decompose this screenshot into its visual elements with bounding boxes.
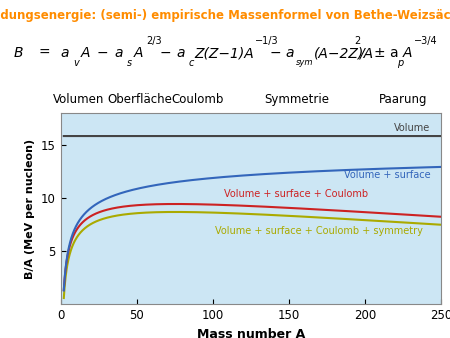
Text: Volumen: Volumen	[53, 93, 104, 106]
Text: Z(Z−1)A: Z(Z−1)A	[194, 46, 254, 60]
Text: p: p	[397, 58, 403, 68]
Text: a: a	[115, 46, 123, 60]
Text: −1/3: −1/3	[255, 36, 278, 46]
Text: Volume + surface + Coulomb: Volume + surface + Coulomb	[225, 189, 369, 199]
Text: (A−2Z): (A−2Z)	[314, 46, 364, 60]
Text: Symmetrie: Symmetrie	[265, 93, 329, 106]
Text: Coulomb: Coulomb	[172, 93, 224, 106]
Text: Volume + surface: Volume + surface	[344, 170, 430, 180]
Text: −: −	[97, 46, 108, 60]
Text: B: B	[14, 46, 23, 60]
Text: Bindungsenergie: (semi-) empirische Massenformel von Bethe-Weizsäcker: Bindungsenergie: (semi-) empirische Mass…	[0, 9, 450, 22]
Text: a: a	[286, 46, 294, 60]
Text: −3/4: −3/4	[414, 36, 437, 46]
Text: 2/3: 2/3	[146, 36, 162, 46]
Text: Volume: Volume	[394, 123, 430, 134]
Text: Paarung: Paarung	[378, 93, 427, 106]
Text: −: −	[160, 46, 171, 60]
Text: 2: 2	[355, 36, 361, 46]
Text: −: −	[270, 46, 282, 60]
Text: Oberfläche: Oberfläche	[107, 93, 172, 106]
X-axis label: Mass number A: Mass number A	[197, 328, 305, 338]
Text: =: =	[38, 46, 50, 60]
Text: s: s	[126, 58, 131, 68]
Text: ± a: ± a	[374, 46, 399, 60]
Text: A: A	[134, 46, 143, 60]
Text: A: A	[81, 46, 90, 60]
Y-axis label: B/A (MeV per nucleon): B/A (MeV per nucleon)	[26, 139, 36, 279]
Text: A: A	[402, 46, 412, 60]
Text: a: a	[61, 46, 69, 60]
Text: Volume + surface + Coulomb + symmetry: Volume + surface + Coulomb + symmetry	[216, 226, 423, 236]
Text: /A: /A	[359, 46, 373, 60]
Text: v: v	[73, 58, 79, 68]
Text: a: a	[176, 46, 185, 60]
Text: c: c	[188, 58, 194, 68]
Text: sym: sym	[296, 58, 314, 67]
